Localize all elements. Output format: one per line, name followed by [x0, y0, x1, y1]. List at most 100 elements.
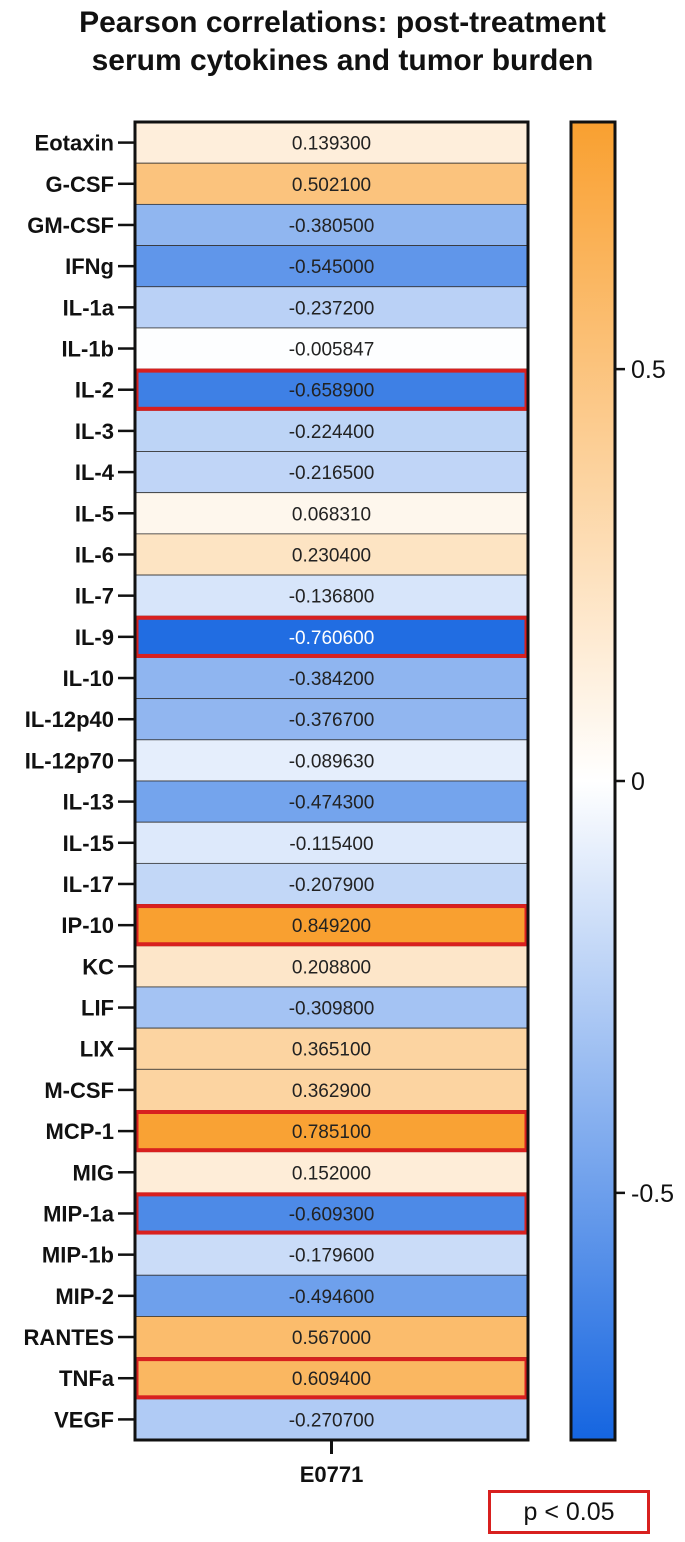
row-label: G-CSF — [46, 172, 114, 197]
row-label: IL-13 — [63, 790, 114, 815]
heatmap-cell — [134, 1068, 529, 1111]
row-label: VEGF — [54, 1407, 114, 1432]
row-label: RANTES — [24, 1325, 114, 1350]
row-label: IL-17 — [63, 872, 114, 897]
row-label: MIG — [72, 1160, 114, 1185]
cell-value-label: -0.237200 — [289, 298, 375, 319]
row-label: IL-10 — [63, 666, 114, 691]
chart-title-line-1: Pearson correlations: post-treatment — [79, 6, 606, 39]
cell-value-label: 0.152000 — [292, 1163, 371, 1184]
heatmap-cell — [134, 1027, 529, 1070]
row-label: TNFa — [59, 1366, 115, 1391]
cell-value-label: -0.005847 — [289, 340, 375, 361]
cell-value-label: 0.567000 — [292, 1328, 371, 1349]
heatmap-cell — [134, 245, 529, 288]
cell-value-label: -0.760600 — [289, 628, 375, 649]
cell-value-label: -0.384200 — [289, 669, 375, 690]
cell-value-label: -0.179600 — [289, 1246, 375, 1267]
heatmap-cells — [134, 121, 529, 1441]
row-label: IL-7 — [75, 584, 114, 609]
cell-value-label: 0.139300 — [292, 134, 371, 155]
cell-value-label: -0.207900 — [289, 875, 375, 896]
cell-value-label: -0.115400 — [289, 834, 373, 855]
cell-value-label: 0.365100 — [292, 1040, 371, 1061]
row-label: KC — [82, 954, 114, 979]
heatmap-cell — [134, 1192, 529, 1235]
cell-value-label: -0.380500 — [289, 216, 375, 237]
cell-value-label: -0.136800 — [289, 587, 375, 608]
row-label: IL-4 — [75, 460, 115, 485]
cell-value-label: -0.089630 — [289, 751, 375, 772]
row-label: IL-12p40 — [25, 707, 114, 732]
cell-value-label: -0.494600 — [289, 1287, 375, 1308]
cell-value-label: 0.230400 — [292, 545, 371, 566]
row-label: MCP-1 — [46, 1119, 114, 1144]
color-scale: 0.5 0 -0.5 — [569, 120, 674, 1442]
heatmap-cell — [134, 945, 529, 988]
heatmap-cell — [134, 615, 529, 658]
cell-value-label: 0.785100 — [292, 1122, 371, 1143]
heatmap-cell — [134, 1151, 529, 1194]
cell-value-label: 0.362900 — [292, 1081, 371, 1102]
cell-value-label: -0.224400 — [289, 422, 375, 443]
cell-value-label: 0.208800 — [292, 957, 371, 978]
color-scale-bar — [569, 120, 617, 1442]
chart-title-line-2: serum cytokines and tumor burden — [91, 44, 594, 77]
heatmap-cell — [134, 657, 529, 700]
cell-value-label: 0.849200 — [292, 916, 371, 937]
heatmap-cell — [134, 327, 529, 370]
row-label: MIP-1b — [42, 1243, 114, 1268]
chart-title: Pearson correlations: post-treatment ser… — [0, 4, 685, 80]
row-label: GM-CSF — [27, 213, 114, 238]
row-label: LIX — [80, 1037, 115, 1062]
color-scale-tick-label: -0.5 — [631, 1180, 674, 1208]
cell-value-label: -0.270700 — [289, 1410, 375, 1431]
heatmap-cell — [134, 1233, 529, 1276]
cell-value-label: -0.216500 — [289, 463, 375, 484]
heatmap-cell — [134, 286, 529, 329]
row-label: IL-6 — [75, 542, 114, 567]
row-label: IL-2 — [75, 378, 114, 403]
row-label: IL-12p70 — [25, 748, 114, 773]
row-label: IL-5 — [75, 501, 114, 526]
cell-value-label: -0.309800 — [289, 999, 375, 1020]
row-label: Eotaxin — [35, 131, 114, 156]
heatmap-cell — [134, 1316, 529, 1359]
heatmap-cell — [134, 780, 529, 823]
row-label: MIP-1a — [43, 1201, 115, 1226]
column-label: E0771 — [300, 1462, 364, 1487]
heatmap-cell — [134, 368, 529, 411]
row-label: IL-3 — [75, 419, 114, 444]
row-label: MIP-2 — [55, 1284, 114, 1309]
row-labels: Eotaxin G-CSF GM-CSF IFNg IL-1a IL-1b IL-2 IL-3… — [24, 131, 134, 1432]
color-scale-tick-label: 0.5 — [631, 356, 666, 384]
row-label: IL-1a — [63, 295, 115, 320]
cell-value-label: -0.474300 — [289, 793, 375, 814]
significance-legend-label: p < 0.05 — [523, 1497, 615, 1526]
heatmap-cell — [134, 533, 529, 576]
heatmap-cell — [134, 409, 529, 452]
heatmap-cell — [134, 574, 529, 617]
color-scale-tick-label: 0 — [631, 768, 645, 796]
column-axis: E0771 — [300, 1440, 364, 1487]
significance-legend-box: p < 0.05 — [488, 1490, 650, 1534]
row-label: IL-1b — [61, 337, 114, 362]
heatmap-cell — [134, 1110, 529, 1153]
cell-value-label: 0.609400 — [292, 1369, 371, 1390]
cell-value-label: 0.502100 — [292, 175, 371, 196]
row-label: IL-9 — [75, 625, 114, 650]
row-label: IP-10 — [61, 913, 114, 938]
cell-value-label: -0.658900 — [289, 381, 375, 402]
cell-value-label: -0.609300 — [289, 1204, 375, 1225]
cell-value-label: -0.376700 — [289, 710, 375, 731]
heatmap-cell — [134, 821, 529, 864]
cell-value-label: -0.545000 — [289, 257, 375, 278]
row-label: IFNg — [65, 254, 114, 279]
row-label: M-CSF — [44, 1078, 114, 1103]
row-label: IL-15 — [63, 831, 114, 856]
heatmap-cell — [134, 1357, 529, 1400]
row-label: LIF — [81, 996, 114, 1021]
heatmap-cell-labels: 0.139300 0.502100 -0.380500 -0.545000 -0.237… — [289, 134, 375, 1432]
cell-value-label: 0.068310 — [292, 504, 371, 525]
